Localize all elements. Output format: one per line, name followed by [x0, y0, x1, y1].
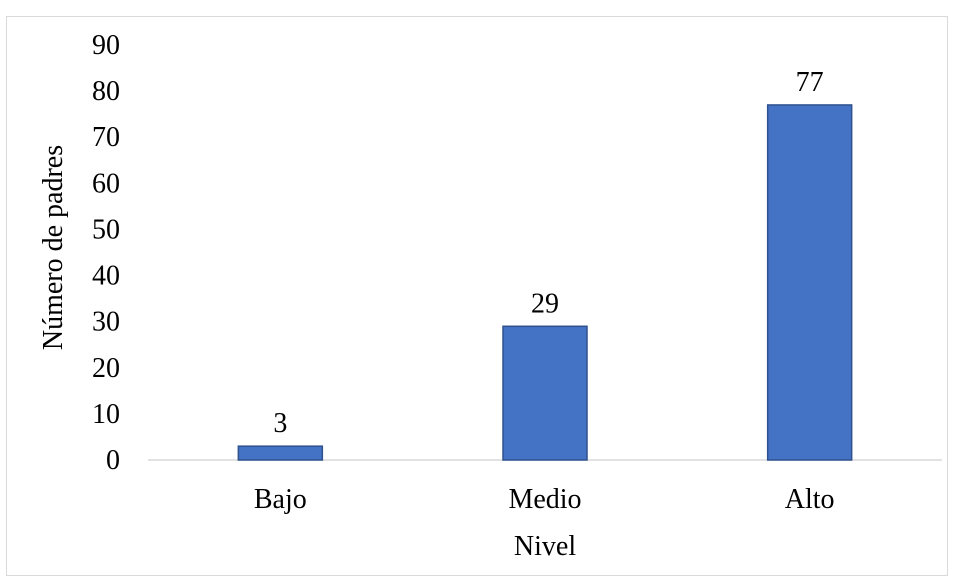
data-label-bajo: 3 [273, 408, 287, 439]
x-tick-label-bajo: Bajo [254, 484, 307, 515]
y-tick-label: 70 [92, 122, 120, 153]
bar-medio [502, 325, 588, 461]
x-tick-label-alto: Alto [785, 484, 835, 515]
y-axis-ticks: 0 10 20 30 40 50 60 70 80 90 [92, 30, 120, 476]
y-tick-label: 50 [92, 214, 120, 245]
y-tick-label: 90 [92, 30, 120, 61]
y-tick-label: 80 [92, 76, 120, 107]
y-tick-label: 10 [92, 399, 120, 430]
y-tick-label: 60 [92, 168, 120, 199]
y-axis-title: Número de padres [38, 145, 69, 350]
data-label-alto: 77 [796, 67, 824, 98]
bar-alto [766, 104, 853, 461]
bars-group [237, 104, 853, 461]
x-tick-label-medio: Medio [508, 484, 581, 515]
y-tick-label: 20 [92, 353, 120, 384]
data-labels-group: 3 29 77 [273, 67, 823, 439]
chart-frame [6, 16, 948, 576]
x-axis-title: Nivel [514, 531, 576, 562]
data-label-medio: 29 [531, 288, 559, 319]
y-tick-label: 0 [106, 445, 120, 476]
bar-bajo [237, 445, 324, 461]
y-tick-label: 30 [92, 307, 120, 338]
y-tick-label: 40 [92, 261, 120, 292]
x-axis-ticks: Bajo Medio Alto [254, 484, 835, 515]
